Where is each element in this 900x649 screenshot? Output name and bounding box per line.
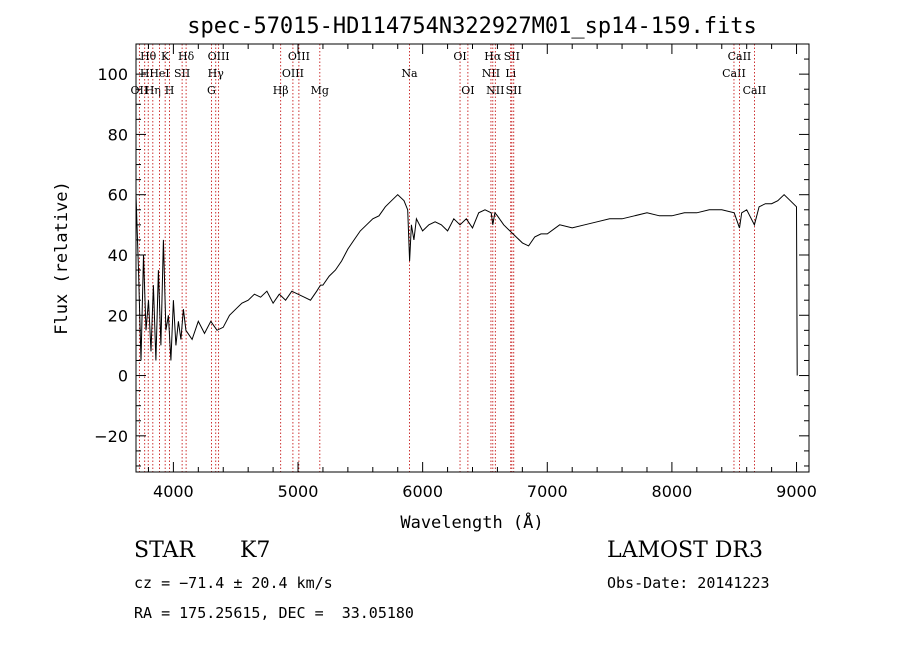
marker-label-26: CaII	[728, 50, 752, 63]
y-axis: −20 0 20 40 60 80 100	[94, 43, 809, 467]
chart-title: spec-57015-HD114754N322927M01_sp14-159.f…	[187, 14, 757, 39]
marker-label-21: NII	[486, 84, 504, 97]
marker-label-27: CaII	[743, 84, 767, 97]
x-tick-label-2: 6000	[402, 482, 443, 501]
subclass: K7	[240, 538, 271, 563]
marker-label-3: Hη	[145, 84, 161, 97]
marker-label-15: Mg	[311, 84, 329, 97]
x-axis: 4000 5000 6000 7000 8000 9000	[147, 44, 817, 501]
spectrum-series	[135, 194, 798, 376]
marker-label-25: CaII	[722, 67, 746, 80]
marker-label-0: Hθ	[140, 50, 157, 63]
marker-label-19: NII	[482, 67, 500, 80]
coordinates: RA = 175.25615, DEC = 33.05180	[134, 604, 414, 622]
marker-label-2: H	[140, 67, 150, 80]
marker-label-18: OI	[461, 84, 474, 97]
y-tick-label-5: 80	[108, 125, 128, 144]
series-line-0	[135, 194, 798, 376]
marker-label-12: Hβ	[273, 84, 289, 97]
marker-label-9: G	[207, 84, 216, 97]
marker-label-20: Hα	[484, 50, 502, 63]
object-class: STAR	[134, 538, 195, 563]
y-tick-label-2: 20	[108, 306, 128, 325]
x-tick-label-3: 7000	[527, 482, 568, 501]
marker-label-23: SII	[504, 50, 520, 63]
y-tick-label-3: 40	[108, 246, 128, 265]
plot-frame	[135, 43, 810, 473]
marker-label-22: Li	[505, 67, 516, 80]
x-tick-label-4: 8000	[652, 482, 693, 501]
y-tick-label-4: 60	[108, 186, 128, 205]
y-tick-label-6: 100	[97, 65, 128, 84]
marker-label-24: SII	[506, 84, 522, 97]
marker-label-8: Hδ	[178, 50, 195, 63]
marker-label-11: OIII	[208, 50, 230, 63]
redshift-info: cz = −71.4 ± 20.4 km/s	[134, 574, 333, 592]
marker-label-16: Na	[401, 67, 418, 80]
marker-label-1: OII	[131, 84, 149, 97]
marker-label-17: OI	[453, 50, 466, 63]
marker-label-4: HeI	[149, 67, 169, 80]
x-tick-label-0: 4000	[153, 482, 194, 501]
marker-label-13: OIII	[282, 67, 304, 80]
y-tick-label-0: −20	[94, 427, 128, 446]
marker-label-5: K	[161, 50, 170, 63]
marker-label-7: SII	[174, 67, 190, 80]
y-axis-label: Flux (relative)	[52, 181, 72, 335]
marker-label-14: OIII	[288, 50, 310, 63]
x-tick-label-1: 5000	[278, 482, 319, 501]
marker-label-10: Hγ	[208, 67, 225, 80]
x-tick-label-5: 9000	[776, 482, 817, 501]
obs-date: Obs-Date: 20141223	[607, 574, 770, 592]
survey-name: LAMOST DR3	[607, 538, 763, 563]
spectral-line-markers: HθOIIHHηHeIKHSIIHδGHγOIIIHβOIIIOIIIMgNaO…	[131, 44, 767, 472]
marker-label-6: H	[165, 84, 175, 97]
y-tick-label-1: 0	[118, 367, 128, 386]
x-axis-label: Wavelength (Å)	[400, 511, 543, 533]
